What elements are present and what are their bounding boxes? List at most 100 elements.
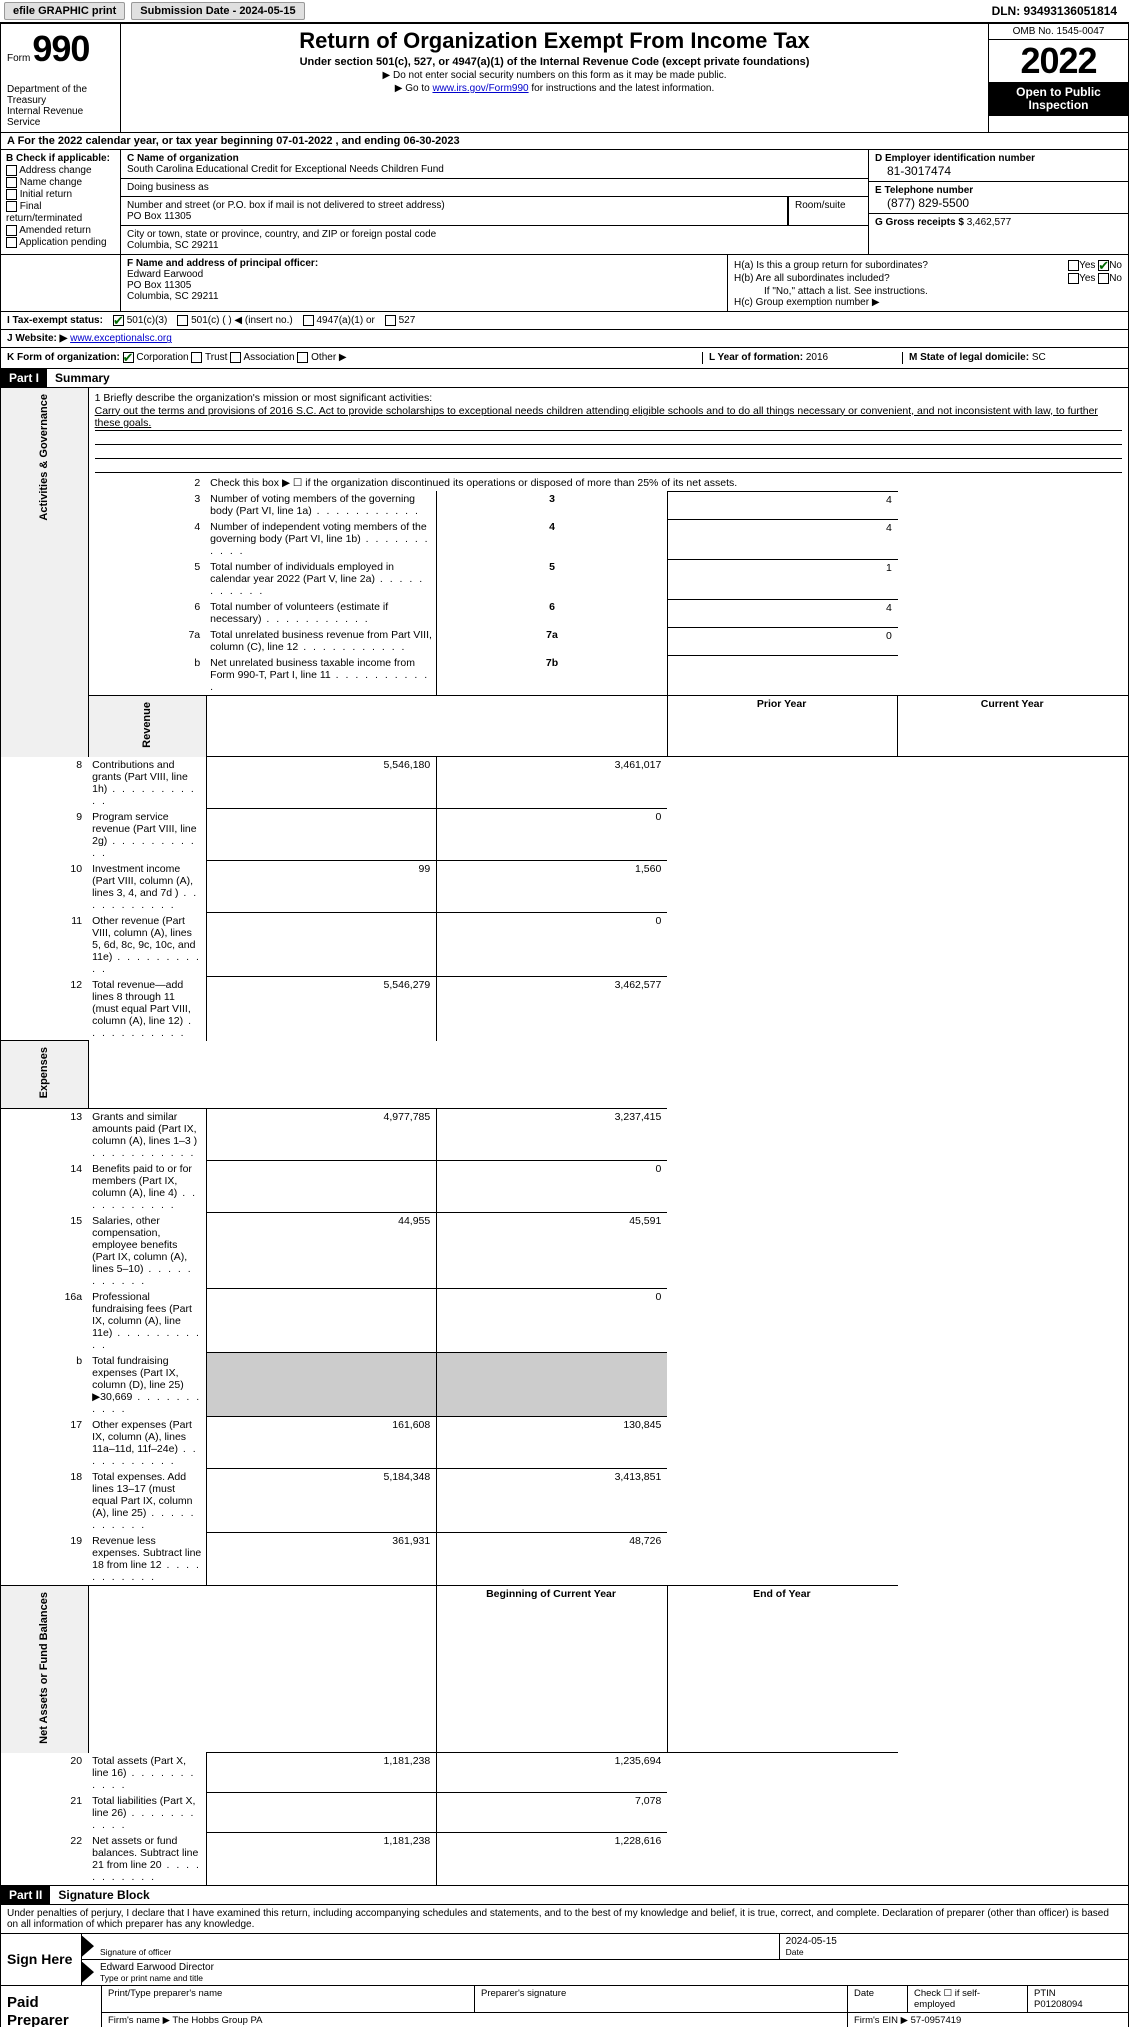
form-word: Form xyxy=(7,53,30,64)
summary-row: 19Revenue less expenses. Subtract line 1… xyxy=(1,1533,1129,1586)
ck-initial-return[interactable]: Initial return xyxy=(6,189,115,200)
ha-label: H(a) Is this a group return for subordin… xyxy=(734,260,928,271)
ha-no-label: No xyxy=(1109,260,1122,271)
summary-row: 13Grants and similar amounts paid (Part … xyxy=(1,1108,1129,1161)
firm-ein-label: Firm's EIN ▶ xyxy=(854,2015,908,2026)
ck-trust[interactable] xyxy=(191,352,202,363)
row-i-tax-status: I Tax-exempt status: 501(c)(3) 501(c) ( … xyxy=(0,312,1129,330)
prep-sig-label: Preparer's signature xyxy=(475,1986,848,2012)
c-name-label: C Name of organization xyxy=(127,153,862,164)
ck-app-pending-label: Application pending xyxy=(19,237,106,248)
ck-corp[interactable] xyxy=(123,352,134,363)
sig-date-label: Date xyxy=(786,1947,1122,1957)
opt-other: Other ▶ xyxy=(311,353,346,364)
prep-label: Paid Preparer Use Only xyxy=(1,1986,101,2027)
website-link[interactable]: www.exceptionalsc.org xyxy=(70,333,172,344)
summary-row: 5Total number of individuals employed in… xyxy=(1,559,1129,599)
ck-name-change[interactable]: Name change xyxy=(6,177,115,188)
ein-value: 81-3017474 xyxy=(875,164,1122,178)
ck-app-pending[interactable]: Application pending xyxy=(6,237,115,248)
ck-other[interactable] xyxy=(297,352,308,363)
ha-no[interactable] xyxy=(1098,260,1109,271)
ck-501c3[interactable] xyxy=(113,315,124,326)
summary-row: 14Benefits paid to or for members (Part … xyxy=(1,1161,1129,1213)
tax-year: 2022 xyxy=(989,40,1128,82)
ck-amended-return-label: Amended return xyxy=(19,225,91,236)
part1-header: Part I Summary xyxy=(0,369,1129,388)
hdr-eoy: End of Year xyxy=(667,1585,898,1752)
ck-4947[interactable] xyxy=(303,315,314,326)
form-title: Return of Organization Exempt From Incom… xyxy=(127,28,982,54)
sig-date: 2024-05-15 xyxy=(786,1936,1122,1947)
phone-label: E Telephone number xyxy=(875,185,1122,196)
vtab-revenue: Revenue xyxy=(141,698,153,752)
col-d-e-g: D Employer identification number 81-3017… xyxy=(868,150,1128,254)
phone-value: (877) 829-5500 xyxy=(875,196,1122,210)
ck-final-return[interactable]: Final return/terminated xyxy=(6,201,115,223)
ck-527[interactable] xyxy=(385,315,396,326)
col-c-org-info: C Name of organization South Carolina Ed… xyxy=(121,150,868,254)
hb-yes-label: Yes xyxy=(1079,273,1095,284)
prep-name-label: Print/Type preparer's name xyxy=(102,1986,475,2012)
row-k-form-org: K Form of organization: Corporation Trus… xyxy=(0,348,1129,368)
efile-print-button[interactable]: efile GRAPHIC print xyxy=(4,2,125,20)
ck-501c[interactable] xyxy=(177,315,188,326)
section-b-c-d: B Check if applicable: Address change Na… xyxy=(0,150,1129,255)
summary-row: 16aProfessional fundraising fees (Part I… xyxy=(1,1289,1129,1353)
omb-number: OMB No. 1545-0047 xyxy=(989,24,1128,40)
addr-label: Number and street (or P.O. box if mail i… xyxy=(127,200,781,211)
ck-address-change[interactable]: Address change xyxy=(6,165,115,176)
officer-name: Edward Earwood xyxy=(127,269,721,280)
ck-amended-return[interactable]: Amended return xyxy=(6,225,115,236)
sig-name-label: Type or print name and title xyxy=(100,1973,1122,1983)
form-note2: ▶ Go to www.irs.gov/Form990 for instruct… xyxy=(127,83,982,94)
summary-row: 6Total number of volunteers (estimate if… xyxy=(1,599,1129,627)
row-j-website: J Website: ▶ www.exceptionalsc.org xyxy=(0,330,1129,348)
l-val: 2016 xyxy=(806,352,828,363)
sig-name: Edward Earwood Director xyxy=(100,1962,1122,1973)
part1-title: Summary xyxy=(47,369,118,387)
hc-label: H(c) Group exemption number ▶ xyxy=(734,297,1122,308)
submission-date: Submission Date - 2024-05-15 xyxy=(131,2,304,20)
vtab-activities: Activities & Governance xyxy=(38,390,50,525)
summary-row: 10Investment income (Part VIII, column (… xyxy=(1,861,1129,913)
officer-addr1: PO Box 11305 xyxy=(127,280,721,291)
m-label: M State of legal domicile: xyxy=(909,352,1029,363)
form-subtitle: Under section 501(c), 527, or 4947(a)(1)… xyxy=(127,56,982,68)
form-number: 990 xyxy=(32,28,89,70)
form-header: Form 990 Department of the Treasury Inte… xyxy=(0,23,1129,133)
vtab-net-assets: Net Assets or Fund Balances xyxy=(38,1588,50,1748)
part1-label: Part I xyxy=(1,369,47,387)
irs-form990-link[interactable]: www.irs.gov/Form990 xyxy=(432,83,528,94)
sig-of-officer-label: Signature of officer xyxy=(100,1947,773,1957)
hb-yes[interactable] xyxy=(1068,273,1079,284)
hb-no[interactable] xyxy=(1098,273,1109,284)
note2-post: for instructions and the latest informat… xyxy=(529,83,715,94)
ck-assoc[interactable] xyxy=(230,352,241,363)
summary-row: 18Total expenses. Add lines 13–17 (must … xyxy=(1,1469,1129,1533)
vtab-expenses: Expenses xyxy=(38,1043,50,1102)
l-label: L Year of formation: xyxy=(709,352,803,363)
opt-4947: 4947(a)(1) or xyxy=(316,315,374,326)
summary-row: bNet unrelated business taxable income f… xyxy=(1,655,1129,696)
topbar: efile GRAPHIC print Submission Date - 20… xyxy=(0,0,1129,23)
part2-label: Part II xyxy=(1,1886,50,1904)
opt-trust: Trust xyxy=(205,353,227,364)
col-b-checkboxes: B Check if applicable: Address change Na… xyxy=(1,150,121,254)
summary-row: 21Total liabilities (Part X, line 26)7,0… xyxy=(1,1793,1129,1833)
preparer-block: Paid Preparer Use Only Print/Type prepar… xyxy=(0,1986,1129,2027)
officer-addr2: Columbia, SC 29211 xyxy=(127,291,721,302)
hdr-prior-year: Prior Year xyxy=(667,696,898,757)
form-note1: ▶ Do not enter social security numbers o… xyxy=(127,70,982,81)
hb-label: H(b) Are all subordinates included? xyxy=(734,273,890,284)
summary-row: 9Program service revenue (Part VIII, lin… xyxy=(1,809,1129,861)
m-val: SC xyxy=(1032,352,1046,363)
ptin-val: P01208094 xyxy=(1034,1999,1083,2010)
ha-yes[interactable] xyxy=(1068,260,1079,271)
ein-label: D Employer identification number xyxy=(875,153,1122,164)
dept-treasury: Department of the Treasury xyxy=(7,84,114,106)
hb-no-label: No xyxy=(1109,273,1122,284)
note2-pre: ▶ Go to xyxy=(395,83,433,94)
sign-here-label: Sign Here xyxy=(1,1934,81,1985)
summary-row: 12Total revenue—add lines 8 through 11 (… xyxy=(1,977,1129,1041)
